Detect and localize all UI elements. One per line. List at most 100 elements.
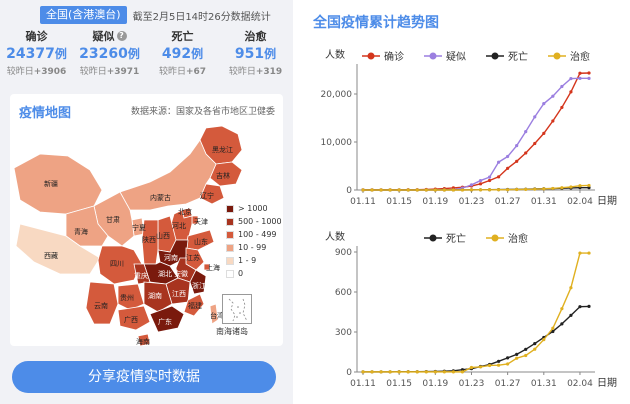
- data-point[interactable]: [569, 90, 573, 94]
- data-point[interactable]: [497, 363, 501, 367]
- province-25[interactable]: [143, 281, 173, 313]
- province-32[interactable]: [137, 333, 151, 346]
- data-point[interactable]: [578, 71, 582, 75]
- data-point[interactable]: [569, 76, 573, 81]
- data-point[interactable]: [379, 188, 383, 192]
- data-point[interactable]: [397, 188, 401, 192]
- data-point[interactable]: [551, 186, 555, 191]
- data-point[interactable]: [542, 338, 546, 342]
- data-point[interactable]: [497, 160, 501, 164]
- data-point[interactable]: [587, 76, 591, 80]
- data-point[interactable]: [524, 129, 528, 134]
- share-button[interactable]: 分享疫情实时数据: [12, 361, 276, 393]
- province-28[interactable]: [85, 281, 119, 325]
- data-point[interactable]: [424, 188, 428, 192]
- data-point[interactable]: [478, 182, 483, 186]
- data-point[interactable]: [442, 188, 446, 192]
- data-point[interactable]: [451, 188, 455, 192]
- data-point[interactable]: [587, 251, 591, 255]
- data-point[interactable]: [506, 188, 510, 192]
- data-point[interactable]: [533, 342, 537, 346]
- province-19[interactable]: [15, 223, 101, 275]
- data-point[interactable]: [361, 188, 365, 192]
- data-point[interactable]: [542, 102, 546, 106]
- province-29[interactable]: [117, 305, 151, 331]
- data-point[interactable]: [560, 105, 564, 110]
- data-point[interactable]: [388, 188, 392, 192]
- data-point[interactable]: [542, 131, 546, 136]
- data-point[interactable]: [487, 178, 492, 183]
- data-point[interactable]: [506, 356, 510, 360]
- province-17[interactable]: [203, 263, 211, 271]
- data-point[interactable]: [578, 76, 582, 80]
- data-point[interactable]: [587, 71, 591, 75]
- data-point[interactable]: [578, 184, 582, 188]
- data-point[interactable]: [560, 186, 564, 190]
- data-point[interactable]: [424, 370, 428, 374]
- data-point[interactable]: [433, 370, 437, 374]
- data-point[interactable]: [497, 359, 501, 363]
- data-point[interactable]: [478, 365, 483, 369]
- data-point[interactable]: [370, 370, 374, 374]
- province-30[interactable]: [149, 305, 185, 333]
- data-point[interactable]: [506, 154, 510, 159]
- data-point[interactable]: [433, 188, 437, 192]
- province-10[interactable]: [13, 153, 103, 215]
- region-badge[interactable]: 全国(含港澳台): [40, 6, 127, 24]
- data-point[interactable]: [497, 188, 501, 192]
- data-point[interactable]: [587, 304, 591, 308]
- data-point[interactable]: [370, 188, 374, 192]
- data-point[interactable]: [397, 370, 401, 374]
- data-point[interactable]: [551, 94, 555, 98]
- data-point[interactable]: [524, 187, 528, 192]
- data-point[interactable]: [379, 370, 383, 374]
- data-point[interactable]: [406, 188, 410, 192]
- data-point[interactable]: [533, 141, 537, 146]
- province-23[interactable]: [189, 269, 207, 295]
- data-point[interactable]: [487, 175, 492, 179]
- data-point[interactable]: [460, 188, 465, 192]
- data-point[interactable]: [451, 370, 455, 374]
- data-point[interactable]: [551, 329, 555, 334]
- data-point[interactable]: [587, 183, 591, 188]
- data-point[interactable]: [560, 322, 564, 326]
- data-point[interactable]: [515, 159, 519, 163]
- province-20[interactable]: [97, 245, 143, 285]
- data-point[interactable]: [506, 362, 510, 366]
- data-point[interactable]: [578, 305, 582, 309]
- data-point[interactable]: [515, 144, 519, 148]
- data-point[interactable]: [506, 166, 510, 170]
- data-point[interactable]: [515, 187, 519, 192]
- province-31[interactable]: [209, 303, 219, 325]
- province-22[interactable]: [133, 263, 151, 285]
- data-point[interactable]: [515, 352, 519, 356]
- data-point[interactable]: [487, 363, 492, 368]
- data-point[interactable]: [478, 188, 483, 192]
- data-point[interactable]: [524, 151, 528, 155]
- data-point[interactable]: [469, 365, 474, 370]
- data-point[interactable]: [415, 188, 419, 192]
- data-point[interactable]: [478, 178, 483, 183]
- data-point[interactable]: [551, 119, 555, 123]
- data-point[interactable]: [587, 186, 591, 190]
- help-icon[interactable]: ?: [116, 31, 127, 41]
- data-point[interactable]: [442, 370, 446, 374]
- data-point[interactable]: [415, 370, 419, 374]
- data-point[interactable]: [515, 356, 519, 360]
- province-27[interactable]: [183, 293, 205, 317]
- data-point[interactable]: [524, 353, 528, 358]
- data-point[interactable]: [497, 175, 501, 179]
- data-point[interactable]: [578, 251, 582, 255]
- data-point[interactable]: [487, 188, 492, 192]
- data-point[interactable]: [569, 313, 573, 317]
- data-point[interactable]: [533, 115, 537, 119]
- data-point[interactable]: [533, 187, 537, 191]
- data-point[interactable]: [551, 326, 555, 330]
- data-point[interactable]: [560, 84, 564, 89]
- data-point[interactable]: [542, 187, 546, 191]
- data-point[interactable]: [469, 188, 474, 192]
- data-point[interactable]: [533, 347, 537, 351]
- province-21[interactable]: [143, 261, 179, 285]
- data-point[interactable]: [569, 185, 573, 189]
